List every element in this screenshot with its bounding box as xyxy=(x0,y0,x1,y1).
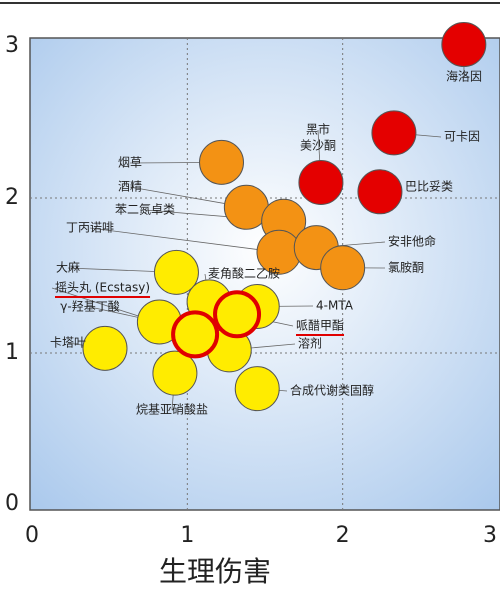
point-label: 溶剂 xyxy=(298,336,322,351)
bubble xyxy=(441,22,487,68)
x-axis-label: 生理伤害 xyxy=(159,555,271,588)
point-label: 安非他命 xyxy=(388,234,436,249)
bubble xyxy=(82,325,128,371)
point-label: 大麻 xyxy=(56,260,80,275)
point-label: 麦角酸二乙胺 xyxy=(208,266,280,281)
bubble xyxy=(199,139,245,185)
x-tick-label: 0 xyxy=(25,523,39,548)
point-label: 烷基亚硝酸盐 xyxy=(136,402,208,417)
bubble xyxy=(213,290,262,339)
plot-area xyxy=(29,37,500,511)
x-tick-label: 1 xyxy=(180,523,194,548)
point-label: 4-MTA xyxy=(316,299,354,313)
x-tick-label: 3 xyxy=(483,523,497,548)
y-tick-label: 1 xyxy=(5,340,19,365)
point-label: 哌醋甲酯 xyxy=(296,318,344,333)
point-label: 苯二氮卓类 xyxy=(115,202,175,217)
point-label: 卡塔叶 xyxy=(50,336,86,350)
point-label: 氯胺酮 xyxy=(388,261,424,275)
bubble xyxy=(371,110,417,156)
point-label: 海洛因 xyxy=(446,69,482,84)
y-tick-label: 2 xyxy=(5,185,19,210)
point-label: 丁丙诺啡 xyxy=(66,221,114,235)
y-tick-label: 0 xyxy=(5,491,19,516)
y-tick-label: 3 xyxy=(5,33,19,58)
point-label: 可卡因 xyxy=(444,130,480,144)
bubble xyxy=(357,169,403,215)
point-label: 合成代谢类固醇 xyxy=(290,383,374,398)
point-label: 烟草 xyxy=(118,156,142,170)
bubble xyxy=(153,249,199,295)
point-label: 酒精 xyxy=(118,180,142,194)
bubble xyxy=(234,366,280,412)
point-label: 美沙酮 xyxy=(300,139,336,153)
leader-line xyxy=(89,227,280,253)
bubble xyxy=(298,160,344,205)
point-label: 摇头丸 (Ecstasy) xyxy=(55,281,150,295)
x-tick-label: 2 xyxy=(336,523,350,548)
bubble xyxy=(171,310,220,359)
bubble xyxy=(320,245,366,291)
bubble xyxy=(152,350,198,396)
point-label: 巴比妥类 xyxy=(405,180,453,194)
point-label: γ-羟基丁酸 xyxy=(60,299,119,314)
point-label: 黑市 xyxy=(306,122,330,137)
